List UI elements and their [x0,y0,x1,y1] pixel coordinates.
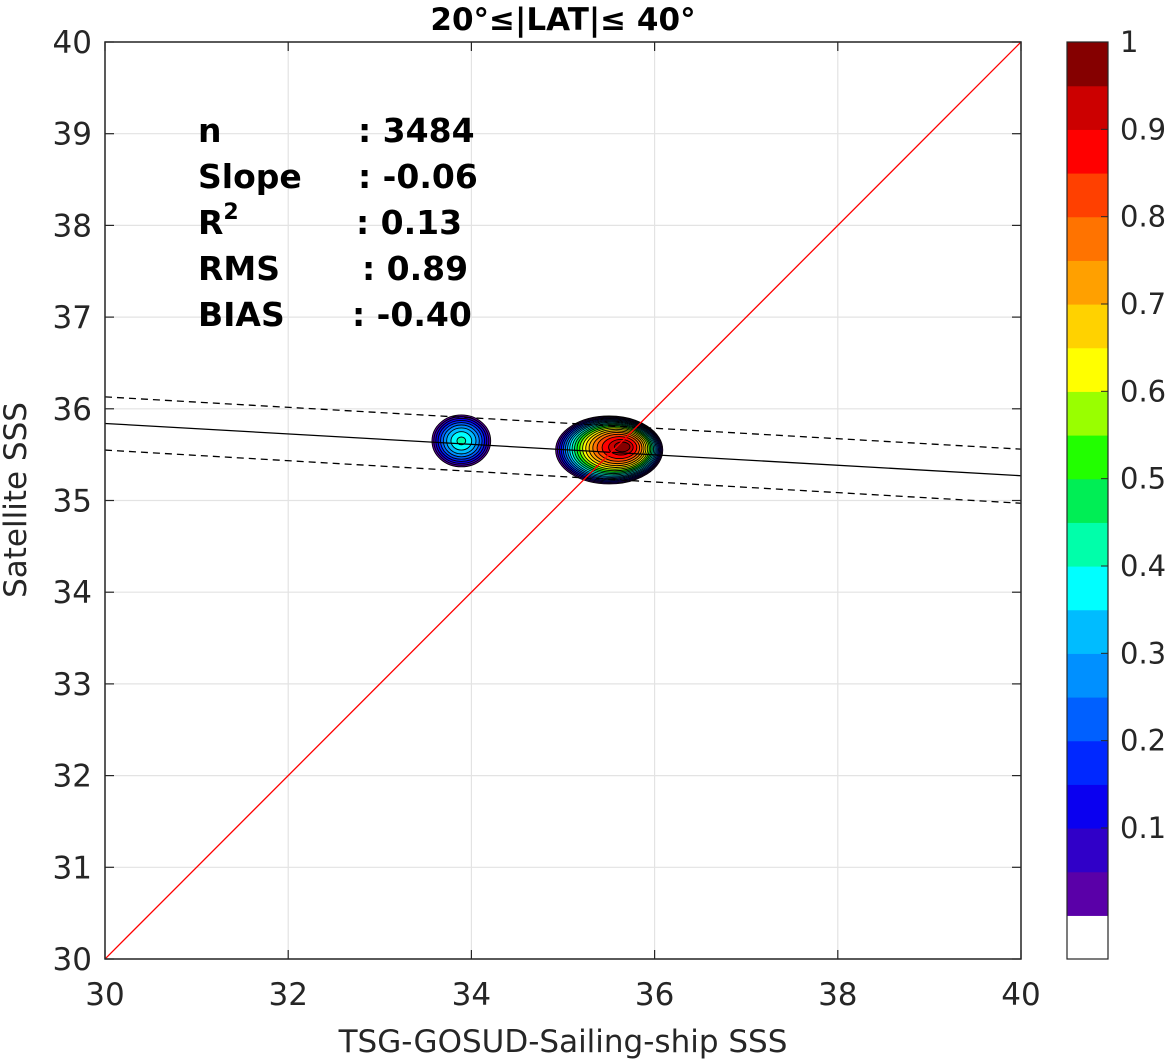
axis-ticks: 30 32 34 36 38 40 30 31 32 33 34 35 36 37 38 39 40 [53,25,1041,1013]
stat-value-n: : 3484 [358,111,475,150]
chart-title: 20°≤|LAT|≤ 40° [430,2,695,38]
colorbar-band-15 [1067,260,1108,305]
colorbar-band-0 [1067,915,1108,960]
regression-lines [105,42,1021,959]
y-axis-label: Satellite SSS [0,402,34,598]
stat-value-rms: : 0.89 [362,249,468,288]
y-tick-label: 31 [53,850,92,886]
density-contours [431,414,664,485]
x-axis-label: TSG-GOSUD-Sailing-ship SSS [338,1024,788,1060]
colorbar-band-5 [1067,697,1108,742]
colorbar-band-20 [1067,42,1108,87]
colorbar-tick-label: 0.6 [1120,374,1166,408]
x-tick-label: 32 [268,977,307,1013]
colorbar-tick-label: 1 [1120,25,1138,59]
density-contour-0-level-9 [456,436,467,446]
colorbar-frame [1066,41,1109,960]
colorbar-band-11 [1067,435,1108,480]
y-tick-label: 36 [53,392,92,428]
colorbar-band-12 [1067,391,1108,436]
x-tick-label: 30 [85,977,124,1013]
x-tick-label: 38 [818,977,857,1013]
colorbar-band-7 [1067,609,1108,654]
fit-lower-bound-line [105,449,1021,504]
colorbar-tick-label: 0.7 [1120,287,1166,321]
x-tick-label: 40 [1001,977,1040,1013]
colorbar: 0.1 0.2 0.3 0.4 0.5 0.6 0.7 0.8 0.9 1 [1066,25,1166,960]
stat-value-r: : 0.13 [356,203,462,242]
stat-value-bias: : -0.40 [352,295,472,334]
colorbar-tick-label: 0.5 [1120,462,1166,496]
colorbar-band-6 [1067,653,1108,698]
colorbar-band-3 [1067,784,1108,829]
colorbar-tick-label: 0.8 [1120,200,1166,234]
colorbar-band-16 [1067,216,1108,261]
fit-upper-bound-line [105,396,1021,450]
colorbar-tick-label: 0.9 [1120,112,1166,146]
stat-name-bias: BIAS [198,295,285,334]
colorbar-tick-label: 0.1 [1120,811,1166,845]
stat-name-rms: RMS [198,249,280,288]
colorbar-tick-label: 0.4 [1120,549,1166,583]
stat-value-slope: : -0.06 [358,157,478,196]
colorbar-band-19 [1067,85,1108,130]
stat-name-n: n [198,111,222,150]
one-to-one-line [105,42,1021,959]
colorbar-band-9 [1067,522,1108,567]
y-tick-label: 39 [53,117,92,153]
regression-fit-line [105,422,1021,477]
stat-superscript: 2 [223,200,238,225]
y-tick-label: 34 [53,575,92,611]
colorbar-band-18 [1067,129,1108,174]
colorbar-band-1 [1067,871,1108,916]
x-tick-label: 36 [635,977,674,1013]
y-tick-label: 37 [53,300,92,336]
colorbar-band-14 [1067,304,1108,349]
y-tick-label: 38 [53,208,92,244]
y-tick-label: 30 [53,942,92,978]
stat-name-slope: Slope [198,157,302,196]
y-tick-label: 32 [53,759,92,795]
grid-lines [104,41,1022,960]
colorbar-band-10 [1067,478,1108,523]
colorbar-band-4 [1067,740,1108,785]
y-tick-label: 40 [53,25,92,61]
colorbar-band-8 [1067,566,1108,611]
colorbar-band-13 [1067,347,1108,392]
colorbar-tick-label: 0.3 [1120,636,1166,670]
y-tick-label: 35 [53,484,92,520]
x-tick-label: 34 [452,977,491,1013]
colorbar-band-2 [1067,828,1108,873]
y-tick-label: 33 [53,667,92,703]
colorbar-tick-label: 0.2 [1120,724,1166,758]
colorbar-band-17 [1067,173,1108,218]
